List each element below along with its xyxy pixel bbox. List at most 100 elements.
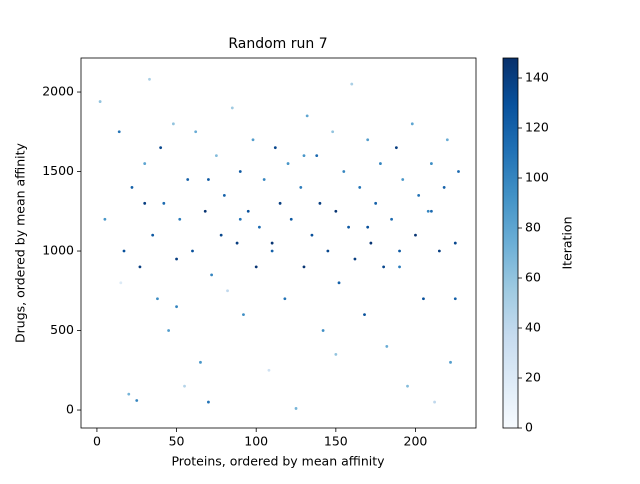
colorbar-tick-label: 60 [525,270,541,285]
point [401,178,405,181]
point [453,241,457,245]
axes-frame [80,57,477,429]
point [103,217,107,221]
point [178,217,182,221]
point [194,130,198,134]
point [199,360,202,364]
point [175,305,178,309]
point [398,265,401,269]
point [406,384,409,388]
point [350,82,354,86]
y-tick-label: 500 [50,322,74,337]
point [175,257,178,261]
point [162,201,166,205]
point [449,360,452,364]
point [214,154,218,158]
colorbar-tick-label: 140 [525,70,549,85]
point [156,297,159,301]
point [379,162,382,165]
colorbar-tick-label: 40 [525,320,541,335]
x-tick-label: 0 [93,434,101,449]
point [318,201,322,205]
point [238,170,242,173]
point [363,313,366,317]
point [270,241,274,245]
point [417,193,421,197]
point [286,162,290,165]
point [302,154,306,158]
colorbar-tick-label: 120 [525,120,549,135]
point [207,178,210,181]
point [433,400,436,404]
chart-title: Random run 7 [228,36,327,52]
point [353,257,357,261]
point [445,138,449,142]
colorbar [502,57,519,429]
point [358,186,362,189]
x-tick-label: 100 [244,434,268,449]
point [270,249,274,253]
point [414,233,417,237]
x-tick-label: 150 [324,434,348,449]
point [148,77,151,81]
point [426,209,430,213]
point [226,289,229,293]
point [267,368,271,372]
colorbar-tick-label: 0 [525,420,533,435]
y-tick-label: 0 [66,402,74,417]
point [337,281,341,285]
point [98,100,102,103]
point [331,130,335,134]
point [222,193,226,197]
point [159,146,163,150]
y-tick-label: 2000 [42,84,74,99]
colorbar-tick-label: 20 [525,370,541,385]
point [305,114,309,118]
point [334,209,338,213]
point [394,146,398,150]
point [385,345,389,348]
point [186,178,190,181]
point [321,329,325,332]
point [430,209,433,213]
point [315,154,319,158]
point [191,249,194,253]
point [457,170,460,173]
point [422,297,425,301]
point [143,162,147,165]
point [143,201,147,205]
point [437,249,441,253]
point [135,399,139,402]
point [219,233,223,237]
point [203,209,207,213]
point [369,241,373,245]
point [246,209,250,213]
colorbar-label: Iteration [560,216,575,269]
y-tick-label: 1500 [42,163,74,178]
point [183,384,186,388]
point [235,241,239,245]
point [390,217,393,221]
point [430,162,433,165]
point [122,249,126,253]
point [238,217,242,221]
point [273,146,277,150]
point [347,225,350,229]
x-tick-label: 200 [404,434,428,449]
point [278,201,282,205]
point [207,400,210,404]
point [262,178,266,181]
point [151,233,155,237]
point [453,297,457,301]
x-tick-label: 50 [169,434,185,449]
point [366,225,370,229]
point [210,273,214,277]
point [299,186,303,189]
point [366,138,370,142]
point [127,392,131,396]
point [326,249,330,253]
point [334,352,338,356]
x-axis-label: Proteins, ordered by mean affinity [171,454,385,469]
point [138,265,142,269]
